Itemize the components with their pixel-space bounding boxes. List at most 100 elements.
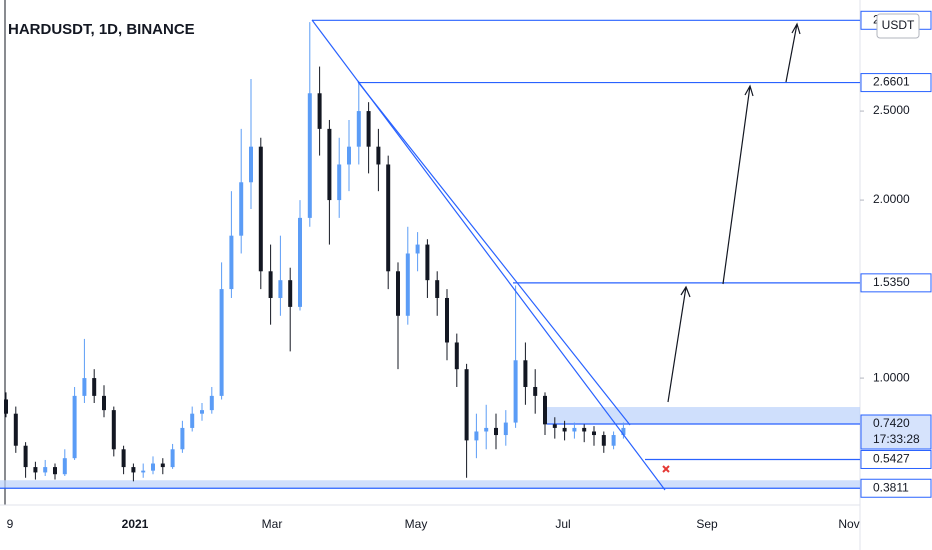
candle-body [601, 435, 606, 446]
level-label: 0.7420 [873, 416, 910, 430]
candle-body [503, 422, 508, 436]
candle-body [552, 424, 557, 428]
level-label-box [860, 414, 932, 450]
candle-body [249, 146, 253, 183]
candle-body [592, 431, 596, 436]
x-tick-label: Sep [696, 517, 718, 531]
candle-body [337, 164, 342, 201]
candle-body [317, 93, 322, 129]
candle-body [376, 146, 381, 165]
candle-body [415, 244, 420, 254]
y-tick-label: 2.0000 [873, 192, 910, 206]
candle-body [258, 146, 263, 272]
candle-body [347, 146, 351, 165]
candle-body [513, 360, 518, 423]
candle-body [92, 378, 97, 396]
candle-body [572, 427, 577, 432]
candle-body [454, 342, 459, 370]
arrow [785, 22, 801, 83]
candle-body [327, 128, 332, 201]
y-tick-label: 1.0000 [873, 370, 910, 384]
zone [0, 480, 860, 489]
y-tick-label: 2.5000 [873, 103, 910, 117]
candle-body [82, 378, 87, 396]
candle-body [200, 410, 204, 414]
candle-body [33, 467, 38, 473]
candle-body [4, 399, 8, 414]
candle-body [23, 445, 28, 468]
arrow [667, 285, 691, 403]
candle-body [533, 386, 538, 396]
level-label: 1.5350 [873, 275, 910, 289]
arrows [667, 22, 801, 403]
currency-box[interactable] [876, 13, 920, 39]
x-tick-label: Nov [838, 517, 859, 531]
candle-body [435, 280, 440, 298]
drawings [311, 19, 666, 491]
candle-body [131, 467, 136, 473]
level-label-box [860, 449, 932, 469]
candle-body [366, 111, 371, 147]
candle-body [72, 395, 77, 459]
candle-body [53, 467, 57, 475]
chart-title: HARDUSDT, 1D, BINANCE [8, 21, 195, 38]
candle-body [190, 413, 195, 428]
level-label: 0.3811 [873, 480, 909, 494]
candle-body [229, 235, 234, 290]
candle-body [298, 217, 302, 307]
candle-body [239, 182, 244, 236]
candle-body [141, 470, 146, 473]
x-tick-label: Mar [262, 517, 283, 531]
x-tick-label: 2021 [122, 517, 149, 531]
candle-body [278, 280, 283, 298]
candle-body [160, 463, 165, 468]
candle-body [386, 164, 391, 272]
candle-body [562, 427, 567, 432]
candle-body [151, 463, 155, 471]
candle-body [170, 449, 175, 468]
candle-body [121, 449, 126, 468]
x-tick-label: 9 [7, 517, 14, 531]
candle-body [474, 431, 479, 441]
candle-body [494, 427, 498, 436]
candle-body [405, 253, 410, 316]
currency[interactable]: USDT [882, 18, 915, 32]
candle-body [13, 413, 18, 446]
x-tick-label: May [405, 517, 428, 531]
level-label: 0.5427 [873, 452, 910, 466]
level-label-box [860, 273, 932, 293]
candle-body [543, 395, 547, 425]
level-label-box [860, 478, 932, 498]
candle-body [611, 435, 616, 446]
candle-body [582, 427, 587, 432]
candle-body [396, 271, 400, 316]
candle-body [102, 395, 106, 411]
candle-body [111, 410, 116, 450]
candle-body [425, 244, 430, 281]
trendline [357, 81, 631, 426]
candle-body [288, 280, 293, 307]
candle-body [621, 427, 626, 436]
arrow [722, 84, 754, 285]
candle-body [445, 297, 449, 343]
candle-body [523, 360, 528, 387]
level-label-box [860, 73, 932, 93]
candle-body [219, 289, 224, 396]
price-axis: 1.00002.00002.500022.66011.53500.742017:… [860, 10, 932, 498]
marker-x [662, 465, 670, 473]
candle-body [209, 395, 214, 411]
candle-body [62, 458, 67, 475]
candle-body [180, 427, 185, 450]
candle-body [268, 271, 273, 298]
candle-body [464, 369, 469, 441]
x-tick-label: Jul [555, 517, 570, 531]
countdown: 17:33:28 [873, 432, 920, 446]
candle-body [307, 93, 312, 218]
candle-body [43, 467, 48, 473]
zone [547, 407, 860, 425]
level-label: 2.6601 [873, 75, 910, 89]
candle-body [356, 111, 361, 147]
candle-body [484, 427, 489, 432]
